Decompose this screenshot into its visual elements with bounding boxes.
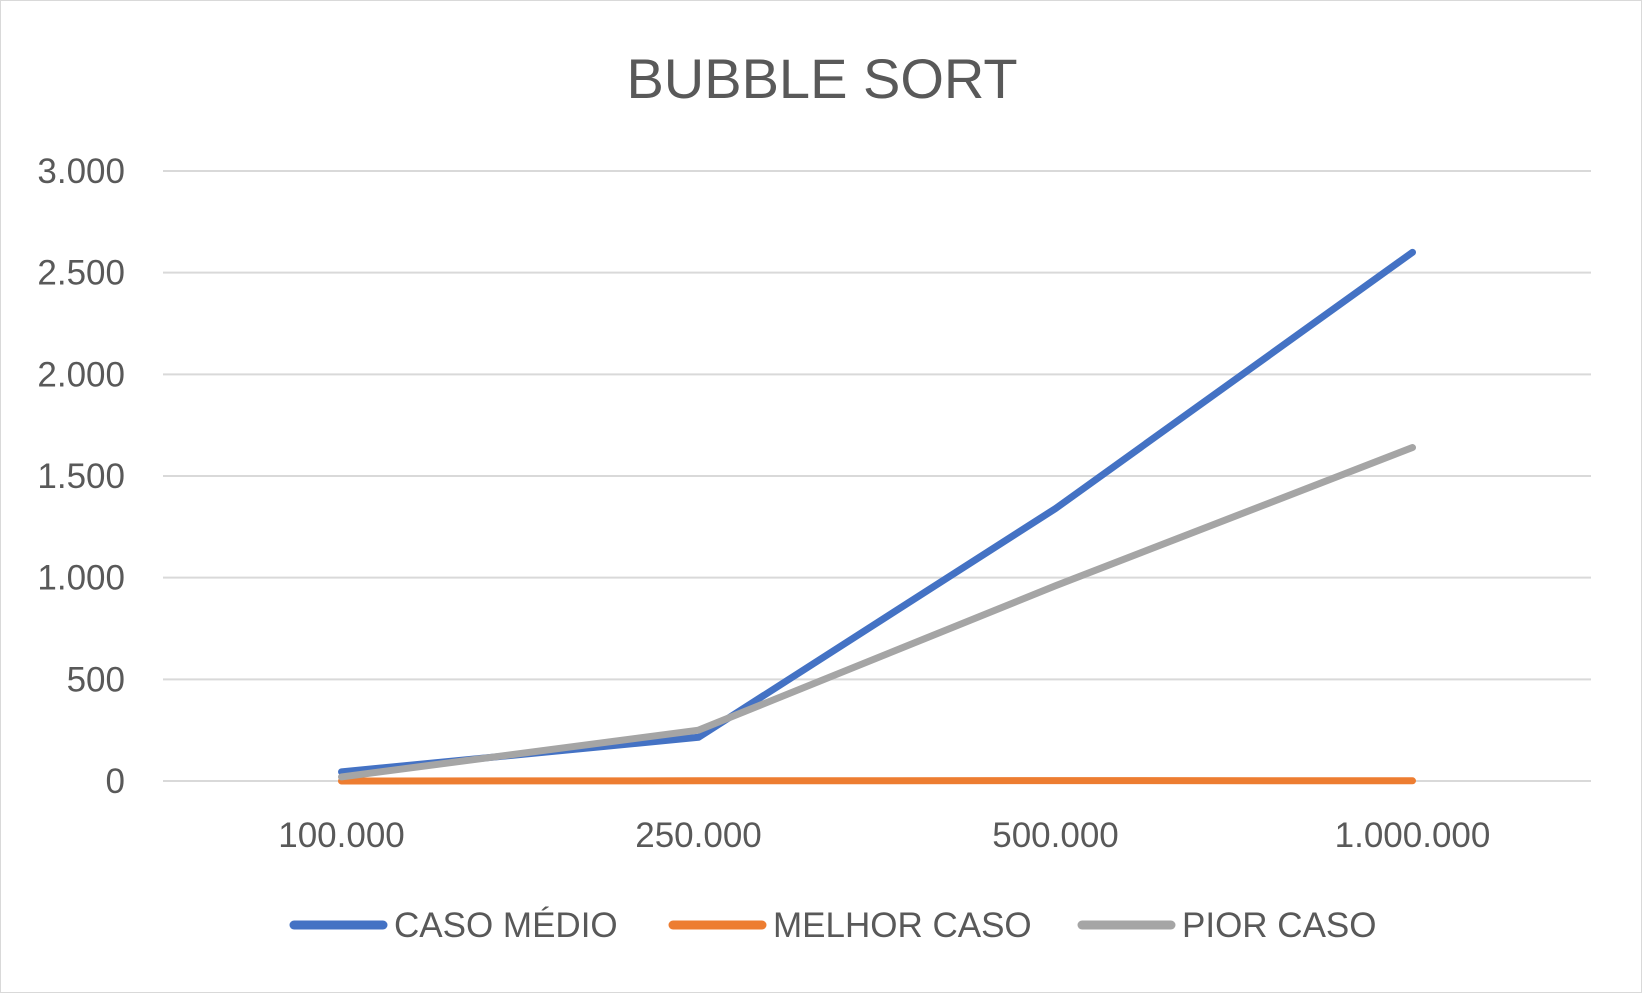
- legend-label: CASO MÉDIO: [394, 906, 618, 945]
- series-line: [342, 448, 1413, 777]
- x-tick-label: 500.000: [992, 816, 1119, 855]
- x-tick-label: 1.000.000: [1335, 816, 1491, 855]
- x-axis-ticks: 100.000 250.000 500.000 1.000.000: [278, 816, 1490, 855]
- legend-label: PIOR CASO: [1182, 906, 1376, 945]
- legend-label: MELHOR CASO: [773, 906, 1032, 945]
- y-tick-label: 0: [106, 762, 125, 801]
- y-axis-ticks: 0 500 1.000 1.500 2.000 2.500 3.000: [37, 152, 125, 801]
- y-tick-label: 1.500: [37, 457, 125, 496]
- x-tick-label: 250.000: [635, 816, 762, 855]
- y-tick-label: 1.000: [37, 559, 125, 598]
- y-tick-label: 3.000: [37, 152, 125, 191]
- x-tick-label: 100.000: [278, 816, 405, 855]
- y-tick-label: 500: [67, 660, 125, 699]
- chart-title: BUBBLE SORT: [626, 47, 1017, 110]
- y-tick-label: 2.500: [37, 254, 125, 293]
- legend: CASO MÉDIO MELHOR CASO PIOR CASO: [294, 906, 1376, 945]
- gridlines: [163, 171, 1591, 781]
- series-lines: [342, 252, 1413, 781]
- y-tick-label: 2.000: [37, 355, 125, 394]
